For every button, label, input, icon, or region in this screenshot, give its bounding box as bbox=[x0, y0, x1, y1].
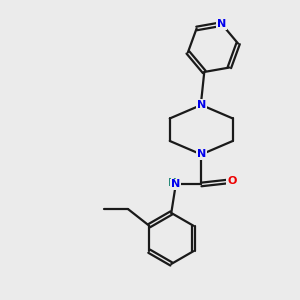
Text: H: H bbox=[168, 178, 177, 188]
Text: N: N bbox=[197, 100, 206, 110]
Text: N: N bbox=[197, 149, 206, 160]
Text: O: O bbox=[227, 176, 237, 187]
Text: N: N bbox=[171, 179, 180, 190]
Text: N: N bbox=[217, 19, 226, 29]
